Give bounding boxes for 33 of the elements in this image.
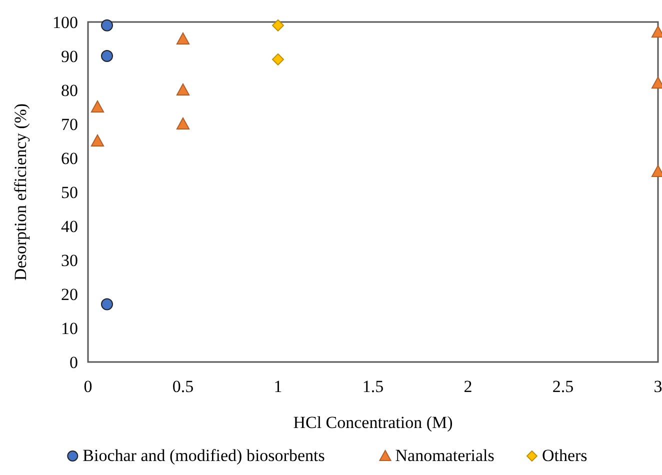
x-tick-label: 2 [464, 377, 472, 396]
y-tick-label: 40 [61, 216, 78, 236]
y-tick-label: 30 [61, 250, 78, 270]
x-axis-title: HCl Concentration (M) [293, 413, 453, 432]
point [272, 53, 284, 66]
point [101, 50, 113, 62]
y-tick-label: 50 [61, 182, 78, 202]
y-axis-title: Desorption efficiency (%) [11, 103, 30, 281]
point [101, 298, 113, 310]
legend-label: Others [542, 446, 588, 465]
y-tick-label: 60 [61, 148, 78, 168]
legend-label: Biochar and (modified) biosorbents [82, 446, 325, 465]
y-tick-label: 90 [61, 46, 78, 66]
point [101, 19, 113, 32]
x-tick-label: 2.5 [552, 377, 574, 396]
x-tick-label: 3 [654, 377, 662, 396]
legend-label: Nanomaterials [395, 446, 494, 465]
x-tick-label: 0 [84, 377, 92, 396]
point [90, 134, 104, 146]
x-tick-label: 1 [274, 377, 282, 396]
y-tick-label: 70 [61, 114, 78, 134]
point [176, 32, 190, 44]
x-tick-label: 1.5 [362, 377, 384, 396]
y-tick-label: 80 [61, 80, 78, 100]
point [272, 19, 284, 32]
y-tick-label: 20 [61, 284, 78, 304]
point [176, 83, 190, 96]
point [176, 117, 190, 130]
y-tick-label: 0 [70, 352, 78, 372]
x-tick-label: 0.5 [172, 377, 194, 396]
point [90, 100, 104, 112]
y-tick-label: 100 [52, 12, 78, 32]
y-tick-label: 10 [61, 318, 78, 338]
